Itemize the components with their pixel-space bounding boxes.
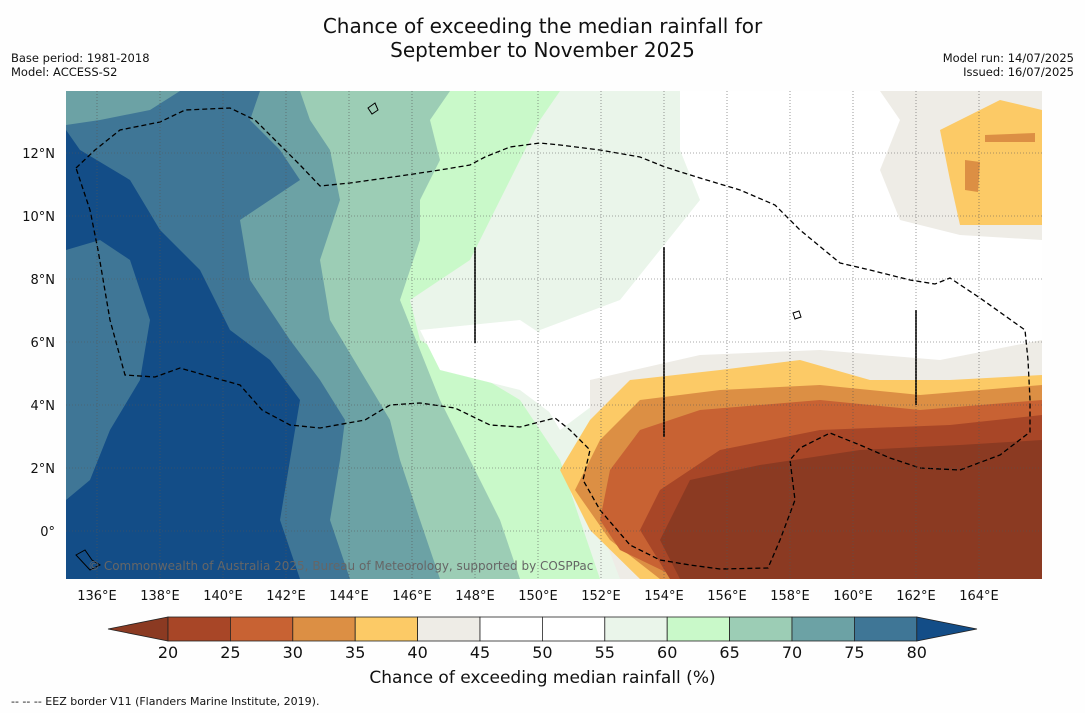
x-tick-label: 138°E — [140, 589, 180, 604]
colorbar-label: 50 — [532, 643, 552, 662]
colorbar-swatch — [542, 616, 606, 642]
colorbar-swatch — [854, 616, 918, 642]
x-tick-label: 144°E — [329, 589, 369, 604]
map-title: Chance of exceeding the median rainfall … — [0, 14, 1085, 62]
y-axis-ticks: 12°N 10°N 8°N 6°N 4°N 2°N 0° — [22, 147, 55, 540]
colorbar-label: 60 — [657, 643, 677, 662]
eez-footnote: -- -- -- EEZ border V11 (Flanders Marine… — [11, 695, 320, 708]
colorbar-swatch — [167, 616, 231, 642]
x-tick-label: 148°E — [455, 589, 495, 604]
x-tick-label: 164°E — [959, 589, 999, 604]
colorbar-label: 45 — [470, 643, 490, 662]
y-tick-label: 6°N — [31, 336, 56, 351]
y-tick-label: 12°N — [22, 147, 55, 162]
rainfall-probability-field: © Commonwealth of Australia 2025, Bureau… — [66, 91, 1042, 579]
base-period: Base period: 1981-2018 — [11, 51, 150, 65]
colorbar-swatch — [354, 616, 419, 642]
colorbar-label: 25 — [220, 643, 240, 662]
x-tick-label: 140°E — [203, 589, 243, 604]
meta-right: Model run: 14/07/2025 Issued: 16/07/2025 — [943, 51, 1074, 79]
y-tick-label: 8°N — [31, 273, 56, 288]
colorbar-label: 55 — [595, 643, 615, 662]
region-under-20 — [660, 440, 1042, 579]
x-tick-label: 142°E — [266, 589, 306, 604]
colorbar-label: 35 — [345, 643, 365, 662]
x-axis-ticks: 136°E 138°E 140°E 142°E 144°E 146°E 148°E 150°E… — [77, 589, 999, 604]
colorbar-title: Chance of exceeding median rainfall (%) — [369, 668, 716, 688]
colorbar-swatch — [729, 616, 793, 642]
y-tick-label: 0° — [40, 525, 55, 540]
colorbar-swatch — [229, 616, 294, 642]
colorbar-swatch — [604, 616, 668, 642]
forecast-map: © Commonwealth of Australia 2025, Bureau… — [22, 91, 1042, 662]
x-tick-label: 146°E — [392, 589, 432, 604]
colorbar-swatch — [292, 616, 356, 642]
credit-text: © Commonwealth of Australia 2025, Bureau… — [88, 559, 593, 573]
x-tick-label: 156°E — [707, 589, 747, 604]
colorbar-label: 80 — [907, 643, 927, 662]
title-line-2: September to November 2025 — [390, 38, 695, 62]
colorbar-label: 20 — [158, 643, 178, 662]
colorbar-label: 70 — [782, 643, 802, 662]
meta-left: Base period: 1981-2018 Model: ACCESS-S2 — [11, 51, 150, 79]
x-tick-label: 136°E — [77, 589, 117, 604]
colorbar-swatch — [791, 616, 855, 642]
y-tick-label: 4°N — [31, 399, 56, 414]
y-tick-label: 2°N — [31, 462, 56, 477]
x-tick-label: 152°E — [581, 589, 621, 604]
model-run: Model run: 14/07/2025 — [942, 51, 1074, 65]
x-tick-label: 150°E — [518, 589, 558, 604]
colorbar-swatch — [417, 616, 481, 642]
colorbar-swatch — [479, 616, 543, 642]
colorbar-over-arrow — [916, 616, 978, 642]
colorbar-swatch — [666, 616, 731, 642]
colorbar-under-arrow — [107, 616, 169, 642]
colorbar-label: 65 — [719, 643, 739, 662]
colorbar-label: 30 — [283, 643, 303, 662]
colorbar-label: 40 — [407, 643, 427, 662]
x-tick-label: 158°E — [770, 589, 810, 604]
island — [367, 102, 379, 115]
title-line-1: Chance of exceeding the median rainfall … — [322, 14, 763, 38]
x-tick-label: 154°E — [644, 589, 684, 604]
region-35-40 — [940, 100, 1042, 225]
model-name: Model: ACCESS-S2 — [11, 65, 118, 79]
x-tick-label: 160°E — [833, 589, 873, 604]
colorbar-label: 75 — [844, 643, 864, 662]
gridlines — [66, 91, 1042, 579]
y-tick-label: 10°N — [22, 210, 55, 225]
x-tick-label: 162°E — [896, 589, 936, 604]
issued-date: Issued: 16/07/2025 — [963, 65, 1074, 79]
colorbar: 20 25 30 35 40 45 50 55 60 65 70 75 80 — [107, 616, 978, 662]
